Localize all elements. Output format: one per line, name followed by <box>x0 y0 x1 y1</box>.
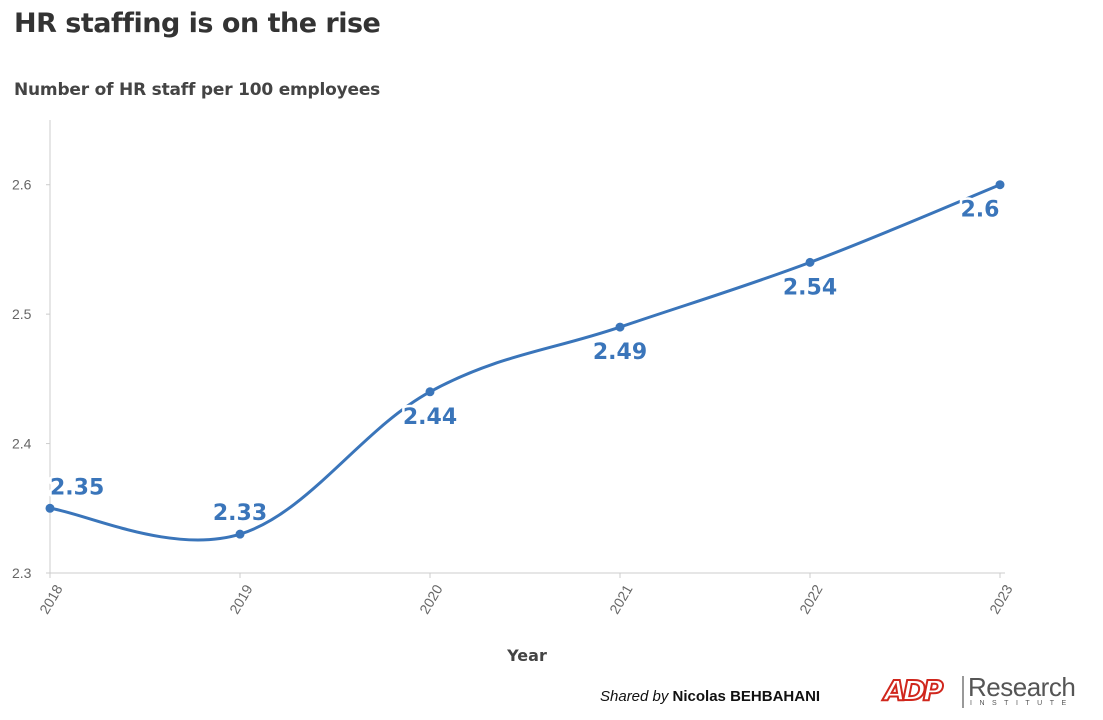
credit-name: Nicolas BEHBAHANI <box>672 688 821 705</box>
chart-title: HR staffing is on the rise <box>14 8 381 39</box>
logo-institute-text: INSTITUTE <box>970 700 1074 707</box>
y-tick-label: 2.4 <box>12 436 32 452</box>
data-point <box>235 529 245 539</box>
data-label-halo: 2.35 <box>50 475 104 500</box>
data-point <box>995 180 1005 190</box>
data-point <box>425 387 435 397</box>
logo-research-text: Research <box>968 672 1076 702</box>
chart-subtitle: Number of HR staff per 100 employees <box>14 80 381 100</box>
data-point <box>615 322 625 332</box>
data-labels: 2.352.352.332.332.442.442.492.492.542.54… <box>48 195 1002 528</box>
x-tick-label: 2022 <box>796 582 826 617</box>
axes: 2.3 2.4 2.5 2.6 2018 2019 2020 2021 2022 2023 Year <box>12 120 1016 665</box>
x-tick-label: 2023 <box>986 582 1016 617</box>
data-label-halo: 2.54 <box>783 275 837 300</box>
data-point <box>45 503 55 513</box>
adp-research-institute-logo: ADP Research INSTITUTE <box>883 672 1084 712</box>
credit-line: Shared by Nicolas BEHBAHANI <box>600 688 820 705</box>
data-label: 2.6 <box>961 198 1000 223</box>
data-point <box>805 257 815 267</box>
data-label: 2.49 <box>593 340 647 365</box>
y-tick-label: 2.5 <box>12 306 32 322</box>
data-label: 2.44 <box>403 405 457 430</box>
y-tick-label: 2.6 <box>12 177 32 193</box>
x-tick-label: 2020 <box>416 582 446 617</box>
data-label-halo: 2.33 <box>213 501 267 526</box>
series-layer <box>45 180 1005 542</box>
data-label: 2.54 <box>783 275 837 300</box>
x-tick-label: 2021 <box>606 582 636 617</box>
y-tick-label: 2.3 <box>12 565 32 581</box>
series-line <box>48 183 1002 542</box>
data-label-halo: 2.6 <box>961 198 1000 223</box>
x-tick-label: 2019 <box>226 582 256 617</box>
data-label: 2.33 <box>213 501 267 526</box>
data-label-halo: 2.44 <box>403 405 457 430</box>
x-axis-title: Year <box>506 646 547 665</box>
adp-logo-mark: ADP <box>883 673 944 708</box>
logo-divider <box>962 676 964 708</box>
x-tick-label: 2018 <box>36 582 66 617</box>
data-label: 2.35 <box>50 475 104 500</box>
credit-prefix: Shared by <box>600 688 673 705</box>
data-label-halo: 2.49 <box>593 340 647 365</box>
